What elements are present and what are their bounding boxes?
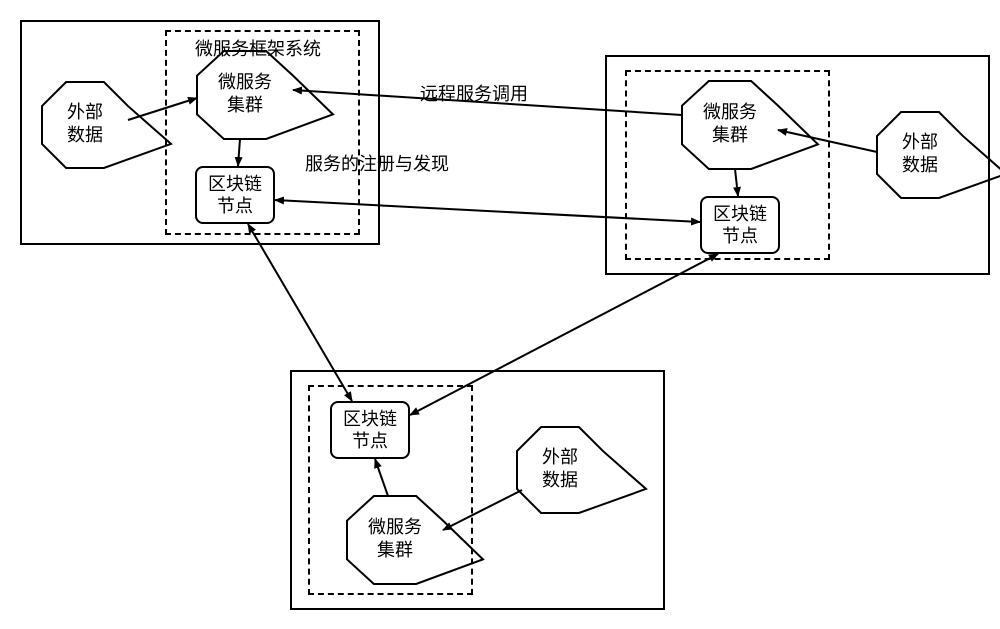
node-blockchain-1: 区块链 节点 (195, 166, 275, 224)
label-remote-call: 远程服务调用 (420, 80, 528, 106)
diagram-stage: 区块链 节点 区块链 节点 区块链 节点 外部 数据 微服务 集群 微服务 集群… (0, 0, 1000, 629)
node-blockchain-2: 区块链 节点 (700, 196, 780, 254)
label-framework-title: 微服务框架系统 (195, 35, 321, 61)
node-blockchain-3: 区块链 节点 (330, 401, 410, 459)
label-discovery: 服务的注册与发现 (305, 150, 449, 176)
